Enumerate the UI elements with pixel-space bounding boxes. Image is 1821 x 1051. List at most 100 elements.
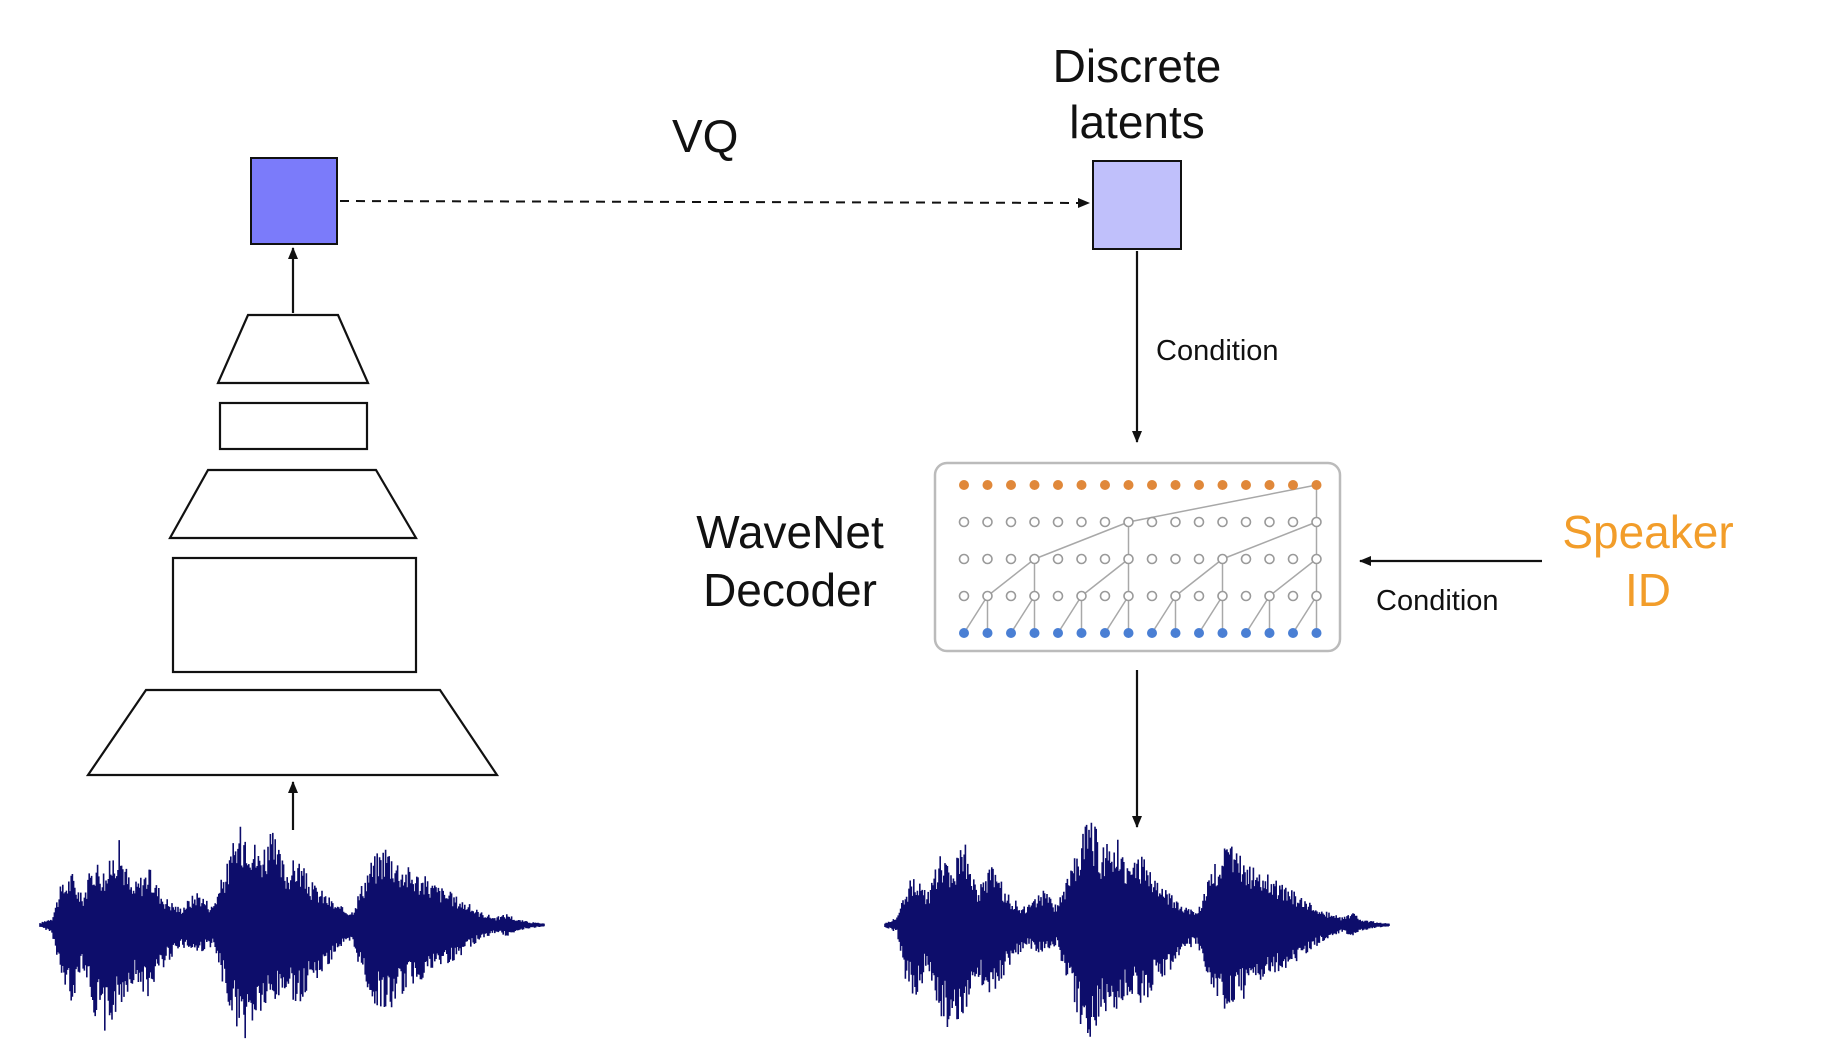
wavenet-node (1100, 480, 1110, 490)
wavenet-node (1217, 628, 1228, 638)
wavenet-node (1147, 480, 1157, 490)
wavenet-node (1240, 590, 1252, 602)
waveform-path (884, 822, 1390, 1037)
wavenet-node (1288, 628, 1298, 638)
audio-waveform-icon (39, 826, 545, 1039)
wavenet-node (1170, 628, 1181, 638)
wavenet-node (1311, 516, 1322, 528)
wavenet-node (1123, 590, 1134, 602)
wavenet-edge (1057, 595, 1083, 634)
wavenet-node (1029, 590, 1040, 602)
wavenet-edge (1245, 595, 1271, 634)
wavenet-node (959, 480, 969, 490)
wavenet-node (1029, 516, 1040, 528)
wavenet-node (1264, 553, 1275, 565)
wavenet-node (1005, 553, 1017, 565)
wavenet-node (1076, 480, 1087, 490)
wavenet-edge (1104, 595, 1130, 634)
wavenet-node (1288, 480, 1298, 490)
wavenet-node (1099, 516, 1111, 528)
wavenet-line2: Decoder (703, 564, 877, 616)
condition-label-top: Condition (1156, 335, 1279, 367)
wavenet-node (1005, 516, 1017, 528)
wavenet-edge (1269, 558, 1317, 597)
speaker-line2: ID (1625, 564, 1671, 616)
wavenet-node (1287, 516, 1299, 528)
wavenet-node (1147, 628, 1157, 638)
wavenet-node (1076, 553, 1087, 565)
wavenet-edge (1081, 558, 1129, 597)
wavenet-node (1264, 628, 1275, 638)
wavenet-node (1123, 516, 1134, 528)
wavenet-node (1029, 480, 1040, 490)
wavenet-node (1053, 480, 1063, 490)
encoder-layer-4 (218, 401, 369, 451)
wavenet-node (1217, 553, 1228, 565)
wavenet-node (1193, 553, 1205, 565)
wavenet-node (1123, 628, 1134, 638)
wavenet-node (1170, 590, 1181, 602)
wavenet-node (959, 628, 969, 638)
wavenet-node (1311, 480, 1322, 490)
wavenet-node (982, 480, 993, 490)
wavenet-node (1241, 628, 1251, 638)
wavenet-node (958, 553, 970, 565)
wavenet-line1: WaveNet (696, 506, 884, 558)
wavenet-edge (987, 558, 1035, 597)
wavenet-node (1241, 480, 1251, 490)
wavenet-node (1311, 590, 1322, 602)
wavenet-connections (963, 484, 1318, 634)
wavenet-node (982, 590, 993, 602)
wavenet-edge (1034, 521, 1129, 560)
wavenet-node (1029, 553, 1040, 565)
wavenet-node (1123, 553, 1134, 565)
wavenet-panel (933, 461, 1342, 653)
wavenet-edge (963, 595, 989, 634)
encoder-layer-3 (168, 468, 418, 540)
discrete-latents-line1: Discrete (1052, 40, 1222, 92)
wavenet-nodes (958, 480, 1322, 638)
wavenet-node (1006, 480, 1016, 490)
wavenet-node (1099, 553, 1111, 565)
wavenet-node (1311, 628, 1322, 638)
wavenet-node (1052, 590, 1064, 602)
wavenet-node (1287, 553, 1299, 565)
wavenet-node (1194, 480, 1204, 490)
wavenet-node (1264, 516, 1275, 528)
speaker-line1: Speaker (1562, 506, 1734, 558)
encoder-layer-5 (216, 313, 370, 385)
wavenet-node (1052, 553, 1064, 565)
condition-label-right: Condition (1376, 585, 1499, 617)
wavenet-node (1311, 553, 1322, 565)
discrete-latents-title: Discrete latents (1037, 43, 1237, 145)
wavenet-node (1170, 480, 1181, 490)
discrete-latent-box (1092, 160, 1182, 250)
encoder-layer-2 (171, 556, 418, 674)
encoder-stack (85, 313, 500, 777)
wavenet-node (1193, 516, 1205, 528)
wavenet-edge (1128, 484, 1317, 523)
wavenet-node (1006, 628, 1016, 638)
wavenet-node (1240, 516, 1252, 528)
wavenet-node (958, 516, 970, 528)
wavenet-node (1194, 628, 1204, 638)
wavenet-node (1264, 590, 1275, 602)
wavenet-node (1287, 590, 1299, 602)
wavenet-node (982, 553, 993, 565)
wavenet-edge (1010, 595, 1036, 634)
waveform-path (39, 826, 545, 1039)
wavenet-decoder-title: WaveNet Decoder (680, 509, 900, 613)
speaker-id-title: Speaker ID (1548, 509, 1748, 613)
wavenet-edge (1151, 595, 1177, 634)
discrete-latents-line2: latents (1069, 96, 1205, 148)
wavenet-node (1193, 590, 1205, 602)
wavenet-node (1076, 590, 1087, 602)
wavenet-node (982, 516, 993, 528)
wavenet-node (1217, 516, 1228, 528)
wavenet-node (982, 628, 993, 638)
wavenet-node (1146, 516, 1158, 528)
wavenet-node (1217, 480, 1228, 490)
wavenet-node (1076, 628, 1087, 638)
wavenet-node (1099, 590, 1111, 602)
wavenet-edge (1222, 521, 1317, 560)
